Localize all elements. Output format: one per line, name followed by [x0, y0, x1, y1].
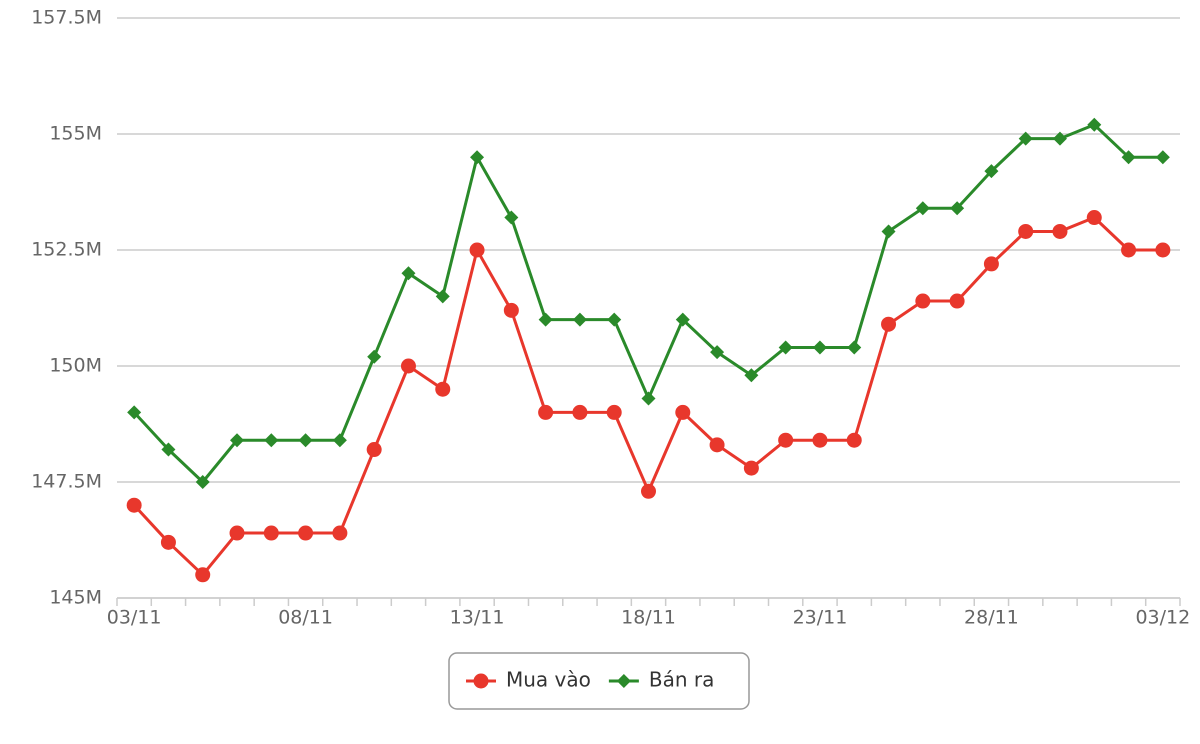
point — [230, 433, 245, 448]
y-tick-label: 155M — [49, 123, 102, 145]
point — [812, 432, 828, 448]
point — [1018, 131, 1033, 146]
point — [367, 349, 382, 364]
point — [435, 289, 450, 304]
point — [572, 312, 587, 327]
y-tick-label: 152.5M — [31, 239, 102, 261]
point — [743, 460, 759, 476]
legend: Mua vào Bán ra — [466, 668, 714, 692]
legend-box — [448, 652, 750, 710]
point — [503, 302, 519, 318]
point — [1052, 223, 1068, 239]
point — [710, 345, 725, 360]
point — [1018, 223, 1034, 239]
x-tick-label: 23/11 — [793, 607, 848, 629]
y-tick-label: 157.5M — [31, 7, 102, 29]
point — [400, 358, 416, 374]
point — [127, 405, 142, 420]
point — [298, 433, 313, 448]
point — [607, 312, 622, 327]
x-tick-label: 08/11 — [278, 607, 333, 629]
point — [616, 674, 631, 688]
point — [298, 525, 314, 541]
point — [401, 266, 416, 281]
point — [473, 673, 489, 689]
point — [126, 497, 142, 513]
point — [606, 404, 622, 420]
x-tick-label: 28/11 — [964, 607, 1019, 629]
point — [881, 224, 896, 239]
point — [984, 164, 999, 179]
point — [332, 525, 348, 541]
point — [1155, 150, 1170, 165]
y-tick-label: 150M — [49, 355, 102, 377]
x-tick-label: 18/11 — [621, 607, 676, 629]
point — [161, 442, 176, 457]
point — [263, 525, 279, 541]
point — [709, 437, 725, 453]
point — [812, 340, 827, 355]
point — [641, 483, 656, 499]
point — [435, 381, 451, 397]
point — [264, 433, 279, 448]
point — [846, 432, 862, 448]
point — [572, 404, 588, 420]
legend-label: Mua vào — [506, 668, 591, 692]
point — [538, 404, 554, 420]
point — [470, 150, 485, 165]
point — [1052, 131, 1067, 146]
point — [915, 201, 930, 216]
point — [744, 368, 759, 383]
point — [950, 201, 965, 216]
point — [1086, 210, 1102, 226]
y-tick-label: 147.5M — [31, 471, 102, 493]
point — [778, 340, 793, 355]
point — [160, 534, 176, 550]
point — [1121, 150, 1136, 165]
point — [641, 391, 656, 406]
legend-label: Bán ra — [649, 668, 715, 692]
point — [195, 567, 211, 583]
point — [915, 293, 931, 309]
y-tick-label: 145M — [49, 587, 102, 609]
point — [1087, 117, 1102, 132]
point — [675, 312, 690, 327]
series-line — [133, 123, 1163, 484]
point — [1155, 242, 1171, 258]
point — [675, 404, 691, 420]
point — [538, 312, 553, 327]
point — [847, 340, 862, 355]
x-tick-label: 03/12 — [1135, 607, 1190, 629]
x-tick-label: 13/11 — [450, 607, 505, 629]
point — [469, 242, 485, 258]
point — [229, 525, 245, 541]
x-tick-label: 03/11 — [107, 607, 162, 629]
point — [881, 316, 897, 332]
point — [332, 433, 347, 448]
point — [983, 256, 999, 272]
point — [1121, 242, 1137, 258]
point — [366, 442, 382, 458]
point — [195, 475, 210, 489]
point — [504, 210, 519, 225]
point — [778, 432, 794, 448]
point — [949, 293, 965, 309]
